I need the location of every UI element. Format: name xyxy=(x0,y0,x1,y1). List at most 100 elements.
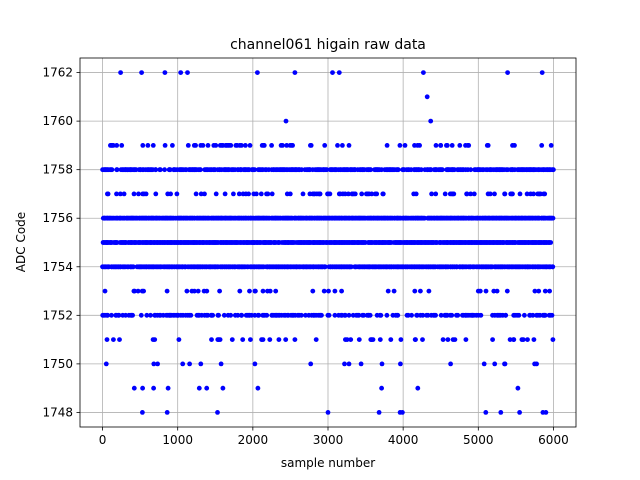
data-point xyxy=(165,385,171,391)
data-point xyxy=(413,191,419,197)
x-axis-label: sample number xyxy=(281,456,375,470)
data-point xyxy=(200,143,206,148)
data-point xyxy=(491,288,497,294)
data-point xyxy=(356,337,362,342)
data-point xyxy=(438,143,444,148)
data-point xyxy=(229,337,235,342)
data-point xyxy=(532,288,538,294)
data-point xyxy=(213,191,219,197)
data-point xyxy=(413,337,418,342)
data-point xyxy=(246,191,252,197)
data-point xyxy=(185,70,190,75)
data-point xyxy=(187,361,193,367)
y-tick-label: 1762 xyxy=(42,66,73,80)
data-point xyxy=(504,288,510,294)
data-point xyxy=(117,337,122,342)
data-point xyxy=(322,143,328,148)
data-point xyxy=(164,288,170,294)
data-point xyxy=(228,312,234,318)
data-point xyxy=(264,312,270,318)
data-point xyxy=(346,312,352,318)
data-point xyxy=(248,337,253,342)
data-point xyxy=(198,191,204,197)
data-point xyxy=(340,143,345,148)
data-point xyxy=(205,143,211,148)
data-point xyxy=(258,191,264,197)
data-point xyxy=(209,337,214,342)
data-point xyxy=(379,361,385,367)
data-point xyxy=(327,191,333,197)
data-point xyxy=(310,288,316,294)
data-point xyxy=(116,312,122,318)
y-tick-label: 1758 xyxy=(42,163,73,177)
data-point xyxy=(525,337,530,342)
data-point xyxy=(174,191,180,197)
data-point xyxy=(512,143,517,148)
data-point xyxy=(449,143,455,148)
data-point xyxy=(247,288,252,294)
data-point xyxy=(215,410,220,415)
data-point xyxy=(139,70,145,75)
data-point xyxy=(503,312,509,318)
data-point xyxy=(267,288,273,294)
data-point xyxy=(542,312,548,318)
data-point xyxy=(118,70,123,75)
data-point xyxy=(151,361,157,367)
data-point xyxy=(397,143,403,148)
data-point xyxy=(130,312,136,318)
y-tick-label: 1760 xyxy=(42,114,73,128)
data-point xyxy=(210,312,216,318)
data-point xyxy=(198,167,203,173)
data-point xyxy=(192,288,197,294)
y-tick-label: 1750 xyxy=(42,357,73,371)
data-point xyxy=(193,143,199,148)
data-point xyxy=(398,337,404,342)
data-point xyxy=(140,143,146,148)
data-point xyxy=(516,312,522,318)
data-point xyxy=(370,337,376,342)
data-point xyxy=(346,143,352,148)
data-point xyxy=(417,143,422,148)
data-point xyxy=(153,191,159,197)
data-point xyxy=(374,191,380,197)
data-point xyxy=(256,312,262,318)
data-point xyxy=(283,337,289,342)
data-point xyxy=(153,167,159,173)
data-point xyxy=(110,143,116,148)
data-point xyxy=(239,143,244,148)
data-point xyxy=(433,312,438,318)
data-point xyxy=(367,312,373,318)
x-tick-label: 5000 xyxy=(463,433,494,447)
data-point xyxy=(237,288,243,294)
data-point xyxy=(550,337,556,342)
data-point xyxy=(235,312,241,318)
data-point xyxy=(119,143,125,148)
data-point xyxy=(548,143,554,148)
data-point xyxy=(240,337,246,342)
data-points xyxy=(100,70,556,415)
data-point xyxy=(420,337,425,342)
data-point xyxy=(332,288,338,294)
data-point xyxy=(148,312,153,318)
data-point xyxy=(162,143,168,148)
data-point xyxy=(492,191,497,197)
data-point xyxy=(284,143,290,148)
data-point xyxy=(198,361,204,367)
data-point xyxy=(448,361,453,367)
data-point xyxy=(379,385,384,391)
data-point xyxy=(131,385,137,391)
data-point xyxy=(463,337,469,342)
data-point xyxy=(468,191,473,197)
data-point xyxy=(109,167,115,173)
data-point xyxy=(138,312,144,318)
data-point xyxy=(273,288,279,294)
data-point xyxy=(303,312,308,318)
data-point xyxy=(319,312,324,318)
data-point xyxy=(352,191,358,197)
data-point xyxy=(468,167,474,173)
x-tick-label: 3000 xyxy=(313,433,344,447)
data-point xyxy=(490,337,495,342)
data-point xyxy=(385,288,391,294)
data-point xyxy=(398,361,403,367)
